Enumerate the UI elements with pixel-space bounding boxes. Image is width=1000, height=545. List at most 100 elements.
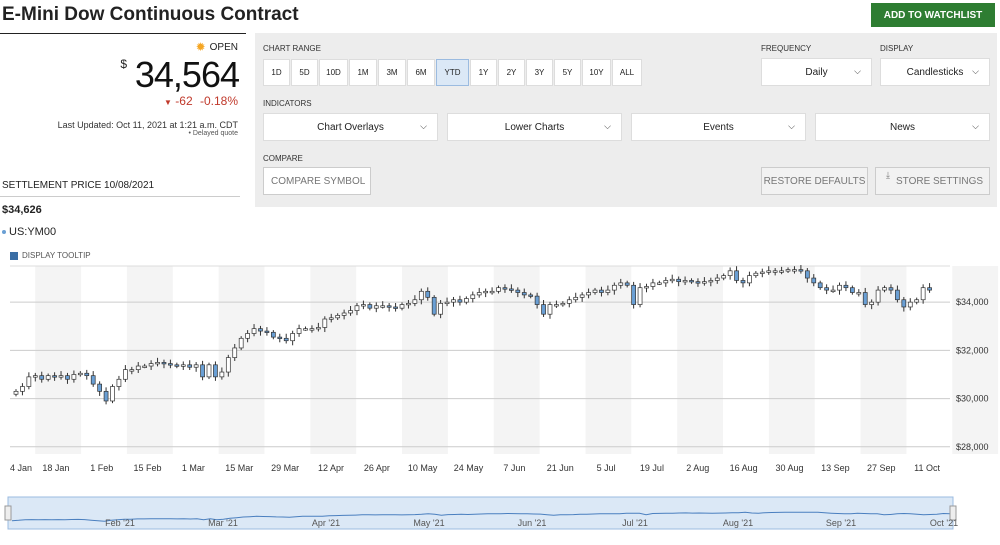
- range-button-1d[interactable]: 1D: [263, 59, 290, 86]
- store-settings-label: STORE SETTINGS: [895, 175, 984, 187]
- candle-body: [663, 280, 669, 284]
- candle-body: [489, 290, 495, 294]
- range-button-6m[interactable]: 6M: [407, 59, 435, 86]
- range-button-3m[interactable]: 3M: [378, 59, 406, 86]
- chevron-down-icon: ⌵: [420, 121, 427, 131]
- display-select[interactable]: Candlesticks ⌵: [880, 58, 990, 86]
- candle-body: [869, 301, 875, 305]
- candle-body: [283, 337, 289, 342]
- candle-body: [901, 299, 907, 308]
- range-button-5d[interactable]: 5D: [291, 59, 318, 86]
- candle-body: [605, 289, 611, 293]
- candle-body: [843, 284, 849, 289]
- price-chart[interactable]: $28,000 $30,000 $32,000 $34,000 4 Jan 18 Jan…: [0, 262, 1000, 482]
- range-button-10d[interactable]: 10D: [319, 59, 348, 86]
- range-button-1m[interactable]: 1M: [349, 59, 377, 86]
- x-tick-label: 15 Feb: [134, 463, 162, 473]
- market-status: ✹ OPEN: [196, 40, 238, 54]
- page-title: E-Mini Dow Continuous Contract: [2, 4, 299, 25]
- range-button-10y[interactable]: 10Y: [582, 59, 611, 86]
- sun-icon: ✹: [195, 40, 206, 54]
- candle-body: [335, 315, 341, 319]
- add-to-watchlist-button[interactable]: ADD TO WATCHLIST: [871, 3, 995, 27]
- display-label: DISPLAY: [880, 44, 914, 53]
- chevron-down-icon: ⌵: [788, 121, 795, 131]
- candle-body: [65, 375, 70, 380]
- candle-body: [425, 290, 431, 298]
- navigator-month-label: Sep '21: [826, 518, 856, 528]
- candle-body: [431, 296, 437, 315]
- news-select[interactable]: News ⌵: [815, 113, 990, 141]
- candle-body: [611, 284, 617, 291]
- frequency-select[interactable]: Daily ⌵: [761, 58, 872, 86]
- x-tick-label: 12 Apr: [318, 463, 344, 473]
- candle-body: [541, 304, 546, 315]
- candle-body: [747, 275, 752, 284]
- candle-body: [129, 369, 135, 372]
- x-tick-label: 30 Aug: [775, 463, 803, 473]
- candle-body: [77, 372, 83, 376]
- candle-body: [148, 363, 154, 367]
- chart-band: [218, 266, 265, 454]
- chart-overlays-select[interactable]: Chart Overlays ⌵: [263, 113, 438, 141]
- range-button-ytd[interactable]: YTD: [436, 59, 469, 86]
- compare-symbol-input[interactable]: [263, 167, 371, 195]
- candle-body: [566, 299, 572, 304]
- candle-body: [341, 312, 347, 316]
- range-button-5y[interactable]: 5Y: [554, 59, 581, 86]
- candle-body: [914, 299, 920, 303]
- candle-body: [84, 372, 90, 377]
- range-navigator[interactable]: Feb '21 Mar '21 Apr '21 May '21 Jun '21 Jul '…: [0, 494, 1000, 534]
- candle-body: [174, 364, 180, 367]
- range-button-2y[interactable]: 2Y: [498, 59, 525, 86]
- candle-body: [213, 364, 218, 378]
- last-price: 34,564: [134, 54, 240, 95]
- candle-body: [309, 328, 315, 331]
- candle-body: [830, 289, 836, 292]
- navigator-month-label: Jul '21: [622, 518, 648, 528]
- x-tick-label: 21 Jun: [547, 463, 574, 473]
- candle-body: [631, 284, 636, 305]
- navigator-month-label: Aug '21: [723, 518, 753, 528]
- range-button-1y[interactable]: 1Y: [470, 59, 497, 86]
- events-select[interactable]: Events ⌵: [631, 113, 806, 141]
- candle-body: [895, 289, 900, 301]
- x-tick-label: 11 Oct: [914, 463, 940, 473]
- candle-body: [155, 362, 160, 365]
- candle-body: [534, 295, 540, 305]
- range-button-3y[interactable]: 3Y: [526, 59, 553, 86]
- candle-body: [702, 281, 707, 284]
- candle-body: [361, 304, 366, 307]
- candle-body: [393, 306, 398, 309]
- navigator-left-handle[interactable]: [4, 505, 12, 521]
- candle-body: [110, 386, 115, 402]
- x-tick-label: 18 Jan: [42, 463, 69, 473]
- candle-body: [920, 287, 926, 301]
- candle-body: [650, 282, 656, 287]
- download-icon: ⤓: [886, 170, 890, 180]
- display-tooltip-label: DISPLAY TOOLTIP: [22, 251, 91, 260]
- display-value: Candlesticks: [906, 66, 964, 78]
- store-settings-button[interactable]: ⤓ STORE SETTINGS: [875, 167, 990, 195]
- candle-body: [451, 299, 456, 303]
- navigator-right-handle[interactable]: [949, 505, 957, 521]
- candle-body: [804, 270, 810, 279]
- candle-body: [708, 280, 714, 283]
- restore-defaults-button[interactable]: RESTORE DEFAULTS: [761, 167, 868, 195]
- range-button-all[interactable]: ALL: [612, 59, 642, 86]
- display-tooltip-toggle[interactable]: DISPLAY TOOLTIP: [10, 251, 91, 260]
- candle-body: [251, 328, 257, 334]
- chart-band: [952, 266, 999, 454]
- y-tick-label: $30,000: [956, 394, 989, 404]
- candle-body: [168, 363, 173, 366]
- candle-body: [270, 331, 276, 338]
- series-dot-icon: [2, 230, 6, 234]
- candle-body: [714, 277, 720, 281]
- candle-body: [907, 301, 913, 308]
- lower-charts-select[interactable]: Lower Charts ⌵: [447, 113, 622, 141]
- candle-body: [573, 296, 579, 301]
- candle-body: [406, 303, 411, 306]
- navigator-selection[interactable]: [7, 496, 954, 530]
- chart-band: [768, 266, 815, 454]
- checkbox-icon[interactable]: [10, 251, 18, 260]
